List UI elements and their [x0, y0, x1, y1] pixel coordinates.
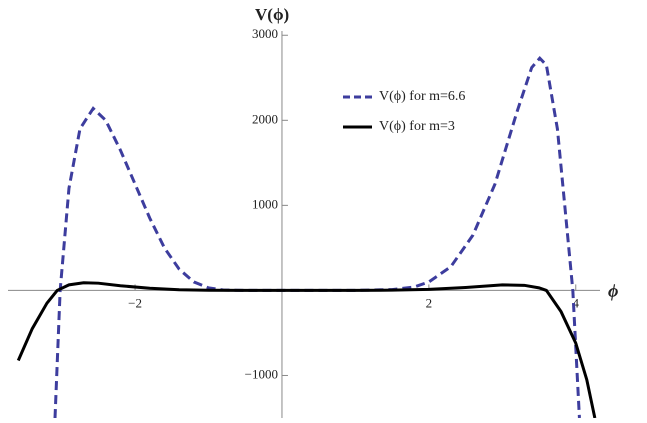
- y-tick-label: 2000: [252, 111, 278, 126]
- x-axis-label: ϕ: [608, 281, 618, 301]
- x-tick-label: 4: [573, 295, 580, 310]
- y-axis-label: V(ϕ): [255, 5, 289, 24]
- y-tick-label: 3000: [252, 26, 278, 41]
- plot-area: [16, 55, 597, 418]
- y-tick-label: −1000: [245, 366, 278, 381]
- curve: [16, 281, 597, 418]
- x-tick-label: −2: [128, 295, 142, 310]
- y-tick-label: 1000: [252, 196, 278, 211]
- x-tick-label: 2: [426, 295, 433, 310]
- legend-label: V(ϕ) for m=6.6: [379, 89, 465, 104]
- legend-label: V(ϕ) for m=3: [379, 119, 455, 134]
- curve: [53, 55, 581, 418]
